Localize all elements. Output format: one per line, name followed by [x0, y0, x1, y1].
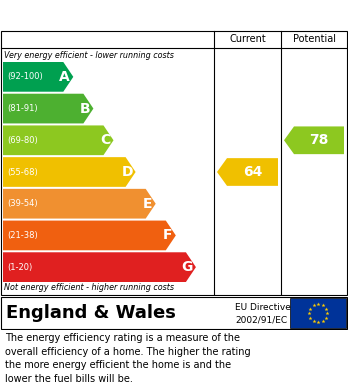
- Text: F: F: [163, 228, 172, 242]
- Text: E: E: [142, 197, 152, 211]
- Bar: [290, 298, 346, 328]
- Text: 78: 78: [309, 133, 329, 147]
- Text: A: A: [60, 70, 70, 84]
- Polygon shape: [3, 221, 176, 250]
- Polygon shape: [3, 62, 73, 92]
- Text: 64: 64: [243, 165, 262, 179]
- Polygon shape: [217, 158, 278, 186]
- Text: C: C: [100, 133, 110, 147]
- Text: EU Directive: EU Directive: [235, 303, 291, 312]
- Text: Potential: Potential: [293, 34, 335, 45]
- Polygon shape: [284, 126, 344, 154]
- Text: G: G: [182, 260, 193, 274]
- Text: B: B: [80, 102, 90, 116]
- Text: (55-68): (55-68): [7, 167, 38, 176]
- Text: England & Wales: England & Wales: [6, 304, 176, 322]
- Text: (69-80): (69-80): [7, 136, 38, 145]
- Text: Not energy efficient - higher running costs: Not energy efficient - higher running co…: [4, 283, 174, 292]
- Text: (92-100): (92-100): [7, 72, 43, 81]
- Text: D: D: [121, 165, 133, 179]
- Text: (1-20): (1-20): [7, 263, 32, 272]
- Text: Energy Efficiency Rating: Energy Efficiency Rating: [9, 7, 219, 23]
- Text: (81-91): (81-91): [7, 104, 38, 113]
- Text: (21-38): (21-38): [7, 231, 38, 240]
- Polygon shape: [3, 189, 156, 219]
- Polygon shape: [3, 157, 136, 187]
- Text: The energy efficiency rating is a measure of the
overall efficiency of a home. T: The energy efficiency rating is a measur…: [5, 333, 251, 384]
- Polygon shape: [3, 252, 196, 282]
- Text: (39-54): (39-54): [7, 199, 38, 208]
- Polygon shape: [3, 126, 113, 155]
- Polygon shape: [3, 94, 93, 124]
- Text: Current: Current: [229, 34, 266, 45]
- Text: Very energy efficient - lower running costs: Very energy efficient - lower running co…: [4, 51, 174, 60]
- Text: 2002/91/EC: 2002/91/EC: [235, 316, 287, 325]
